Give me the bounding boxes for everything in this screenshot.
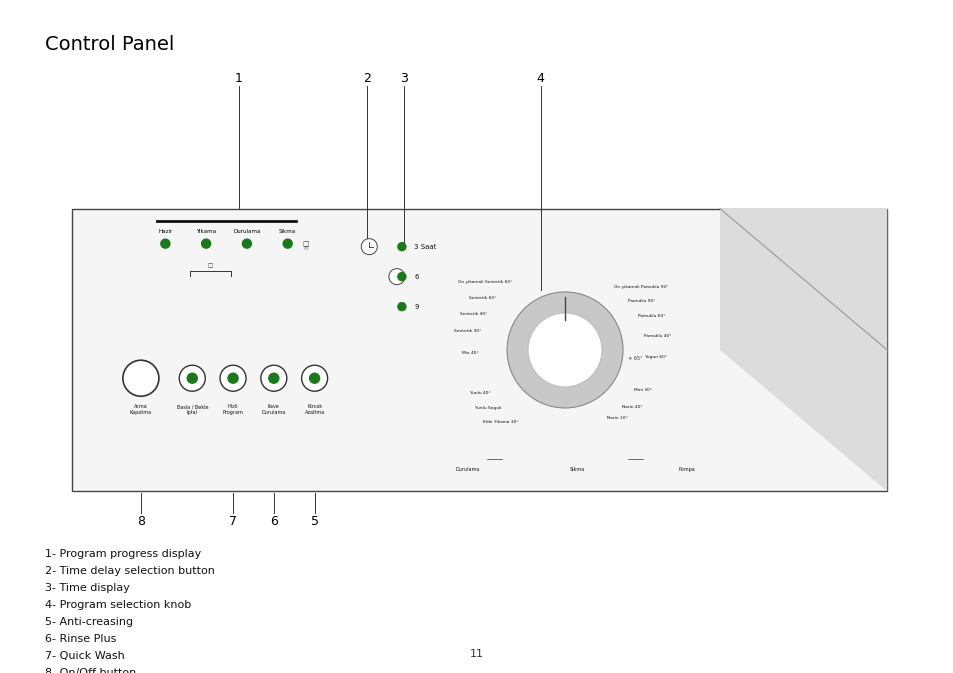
Text: 7- Quick Wash: 7- Quick Wash <box>45 651 125 662</box>
Bar <box>71 209 886 491</box>
Text: Basla / Bekle
Iptal: Basla / Bekle Iptal <box>176 404 208 415</box>
Circle shape <box>228 374 238 383</box>
Circle shape <box>269 374 278 383</box>
Text: On yikamali Pamuklu 90°: On yikamali Pamuklu 90° <box>614 285 668 289</box>
Text: Durulama: Durulama <box>233 229 260 234</box>
Text: 9: 9 <box>414 304 418 310</box>
Circle shape <box>123 360 159 396</box>
Text: Acma
Kapatma: Acma Kapatma <box>130 404 152 415</box>
Text: 5: 5 <box>311 515 318 528</box>
Text: 11: 11 <box>470 649 483 659</box>
Text: Narin 40°: Narin 40° <box>621 404 641 409</box>
Text: 1: 1 <box>234 71 242 85</box>
Text: 4- Program selection knob: 4- Program selection knob <box>45 600 191 610</box>
Text: 7: 7 <box>229 515 236 528</box>
Text: Pamuklu 90°: Pamuklu 90° <box>627 299 655 303</box>
Circle shape <box>220 365 246 391</box>
Polygon shape <box>720 209 886 491</box>
Text: Pamuklu 40°: Pamuklu 40° <box>643 334 671 338</box>
Text: Sentetik 40°: Sentetik 40° <box>459 312 487 316</box>
Circle shape <box>260 365 287 391</box>
Circle shape <box>310 374 319 383</box>
Text: Elde Yikama 30°: Elde Yikama 30° <box>482 420 517 424</box>
Text: 5- Anti-creasing: 5- Anti-creasing <box>45 617 133 627</box>
Text: Durulama: Durulama <box>455 467 479 472</box>
Text: 6: 6 <box>414 274 418 279</box>
Text: Yikama: Yikama <box>196 229 216 234</box>
Text: 8- On/Off button: 8- On/Off button <box>45 668 136 673</box>
Circle shape <box>397 243 405 250</box>
Circle shape <box>161 239 170 248</box>
Text: □: □ <box>208 264 213 269</box>
Text: Hizli
Program: Hizli Program <box>222 404 243 415</box>
Text: Yunlu Soguk: Yunlu Soguk <box>475 406 500 409</box>
Text: Sikma: Sikma <box>569 467 584 472</box>
Circle shape <box>527 313 601 387</box>
Text: 4: 4 <box>536 71 544 85</box>
Text: Sentetik 30°: Sentetik 30° <box>454 328 480 332</box>
Circle shape <box>397 273 405 281</box>
Text: 2: 2 <box>362 71 371 85</box>
Text: Control Panel: Control Panel <box>45 35 174 54</box>
Circle shape <box>397 303 405 311</box>
Circle shape <box>506 292 622 408</box>
Text: 2- Time delay selection button: 2- Time delay selection button <box>45 566 214 576</box>
Text: 6: 6 <box>270 515 277 528</box>
Circle shape <box>179 365 205 391</box>
Text: ☀ 65°: ☀ 65° <box>627 355 642 361</box>
Circle shape <box>301 365 327 391</box>
Text: 8: 8 <box>136 515 145 528</box>
Text: 6- Rinse Plus: 6- Rinse Plus <box>45 634 116 644</box>
Text: Yunlu 40°: Yunlu 40° <box>469 391 490 395</box>
Circle shape <box>361 239 376 254</box>
Text: Mini 30°: Mini 30° <box>634 388 652 392</box>
Circle shape <box>283 239 292 248</box>
Text: Yogun 60°: Yogun 60° <box>644 355 666 359</box>
Circle shape <box>389 269 404 285</box>
Text: Sentetik 60°: Sentetik 60° <box>469 296 496 300</box>
Text: On yikamali Sentetik 60°: On yikamali Sentetik 60° <box>457 280 512 284</box>
Text: Mix 40°: Mix 40° <box>462 351 478 355</box>
Text: Hazir: Hazir <box>158 229 172 234</box>
Text: Kircak
Azaltma: Kircak Azaltma <box>304 404 324 415</box>
Text: 3 Saat: 3 Saat <box>414 244 436 250</box>
Circle shape <box>242 239 252 248</box>
Text: □: □ <box>302 241 309 246</box>
Text: Pompa: Pompa <box>678 467 695 472</box>
Text: 3- Time display: 3- Time display <box>45 583 130 594</box>
Text: Sikma: Sikma <box>279 229 296 234</box>
Text: Ilave
Durulama: Ilave Durulama <box>261 404 286 415</box>
Text: Narin 10°: Narin 10° <box>607 416 627 420</box>
Text: 3: 3 <box>400 71 408 85</box>
Text: Pamuklu 60°: Pamuklu 60° <box>637 314 664 318</box>
Circle shape <box>187 374 197 383</box>
Text: 1- Program progress display: 1- Program progress display <box>45 549 201 559</box>
Circle shape <box>201 239 211 248</box>
Text: ∩: ∩ <box>303 246 308 250</box>
